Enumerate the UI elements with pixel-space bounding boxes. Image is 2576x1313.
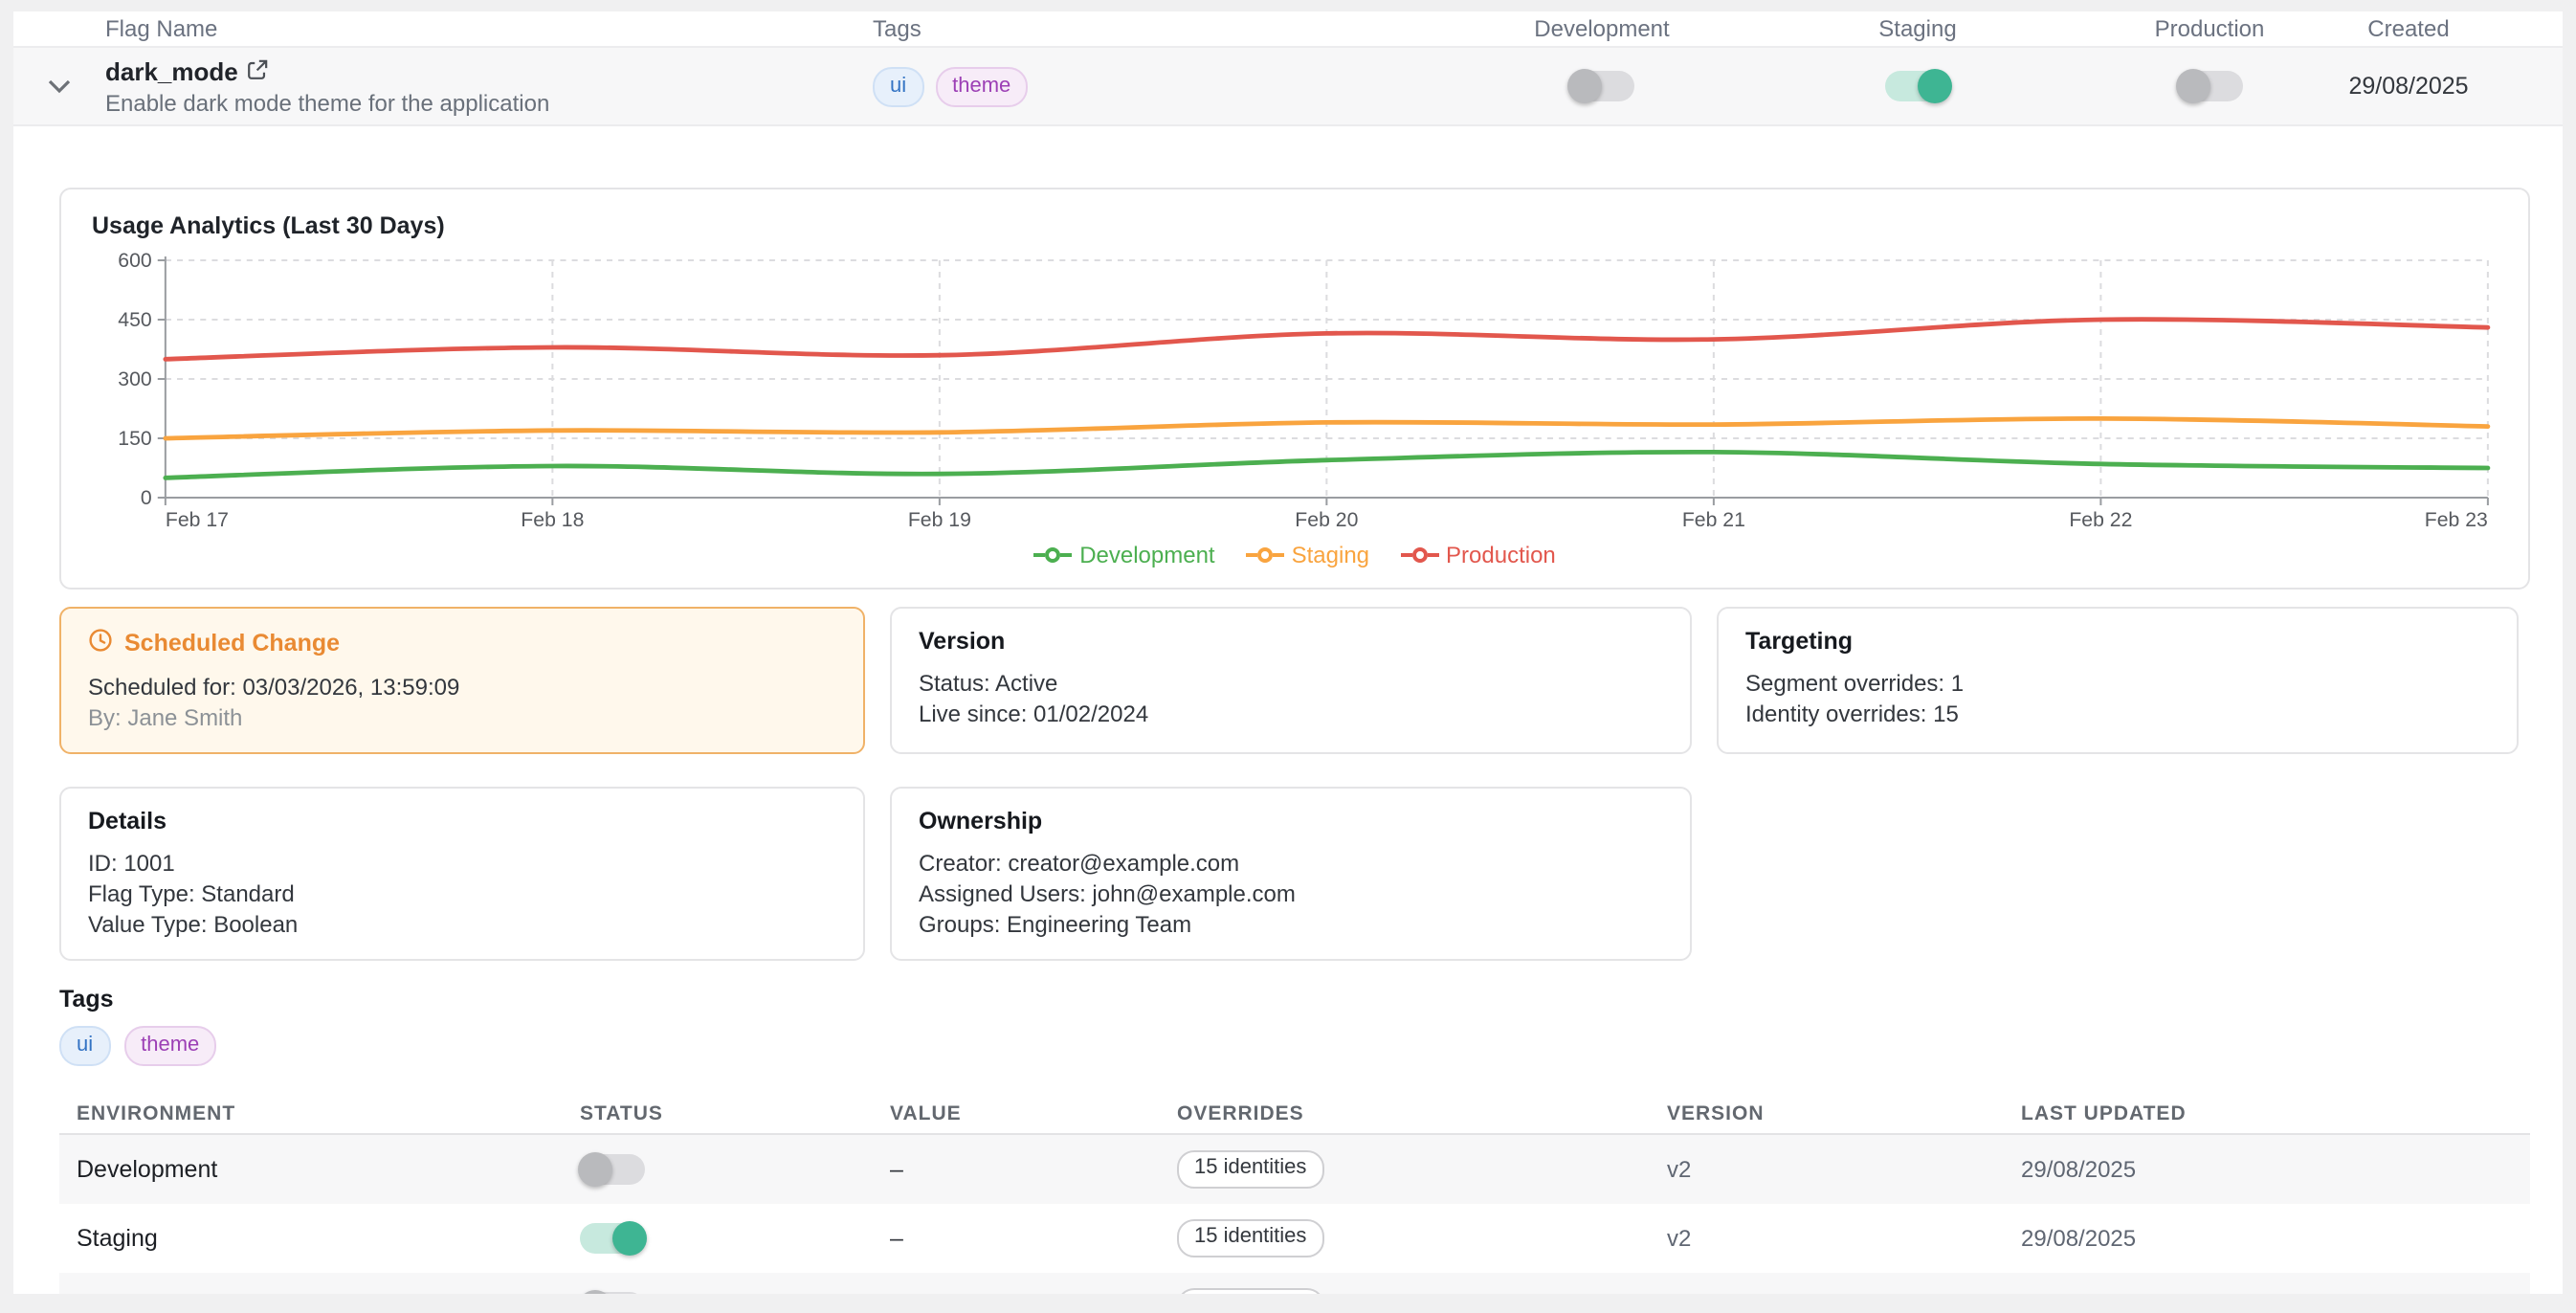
env-row-development: Development – 15 identities v2 29/08/202… bbox=[59, 1135, 2530, 1204]
flag-description: Enable dark mode theme for the applicati… bbox=[105, 89, 550, 116]
svg-text:450: 450 bbox=[118, 309, 151, 331]
identities-badge[interactable]: 15 identities bbox=[1177, 1150, 1324, 1189]
env-development-status-toggle[interactable] bbox=[578, 1152, 645, 1187]
flag-name[interactable]: dark_mode bbox=[105, 56, 238, 85]
chevron-down-icon[interactable] bbox=[48, 69, 71, 103]
legend-marker-icon bbox=[1033, 547, 1073, 563]
detail-id: ID: 1001 bbox=[88, 850, 175, 877]
targeting-card-title: Targeting bbox=[1745, 628, 1854, 655]
scheduled-change-title: Scheduled Change bbox=[124, 630, 341, 656]
legend-marker-icon bbox=[1400, 547, 1439, 563]
details-card-title: Details bbox=[88, 808, 167, 835]
created-date: 29/08/2025 bbox=[2348, 73, 2469, 100]
column-header-flag-name: Flag Name bbox=[105, 15, 218, 42]
env-header-last-updated: Last Updated bbox=[2021, 1102, 2187, 1124]
ownership-card: Ownership Creator: creator@example.com A… bbox=[890, 787, 1692, 961]
ownership-assigned-users: Assigned Users: john@example.com bbox=[919, 880, 1296, 907]
column-header-development: Development bbox=[1534, 15, 1670, 42]
segment-overrides: Segment overrides: 1 bbox=[1745, 670, 1965, 697]
flag-row-dark-mode[interactable]: dark_mode Enable dark mode theme for the… bbox=[13, 48, 2563, 126]
scheduled-change-card: Scheduled Change Scheduled for: 03/03/20… bbox=[59, 607, 865, 754]
ownership-creator: Creator: creator@example.com bbox=[919, 850, 1240, 877]
env-value: – bbox=[890, 1156, 903, 1183]
env-header-value: Value bbox=[890, 1102, 962, 1124]
legend-item-staging[interactable]: Staging bbox=[1245, 542, 1370, 568]
staging-toggle[interactable] bbox=[1885, 68, 1952, 103]
development-toggle[interactable] bbox=[1567, 68, 1634, 103]
tag-pill-theme: theme bbox=[935, 66, 1029, 106]
identity-overrides: Identity overrides: 15 bbox=[1745, 701, 1959, 727]
env-name: Development bbox=[77, 1156, 218, 1183]
env-name: Staging bbox=[77, 1225, 158, 1252]
detail-value-type: Value Type: Boolean bbox=[88, 911, 299, 938]
tags-section-title: Tags bbox=[59, 986, 114, 1013]
column-header-production: Production bbox=[2154, 15, 2265, 42]
legend-label: Production bbox=[1446, 542, 1556, 568]
identities-badge[interactable]: 15 identities bbox=[1177, 1288, 1324, 1294]
usage-line-chart: 0 150 300 450 600 Feb 17 Feb 18 Feb 19 Feb 20 Feb… bbox=[118, 251, 2491, 531]
env-version: v2 bbox=[1667, 1156, 1692, 1183]
env-production-status-toggle[interactable] bbox=[578, 1290, 645, 1294]
production-toggle[interactable] bbox=[2175, 68, 2242, 103]
env-row-production: Production – 15 identities v1 29/08/2025 bbox=[59, 1273, 2530, 1294]
env-header-version: Version bbox=[1667, 1102, 1765, 1124]
legend-item-production[interactable]: Production bbox=[1400, 542, 1556, 568]
svg-text:0: 0 bbox=[141, 487, 152, 509]
column-header-staging: Staging bbox=[1878, 15, 1957, 42]
svg-text:Feb 19: Feb 19 bbox=[908, 509, 971, 531]
legend-label: Staging bbox=[1291, 542, 1370, 568]
identities-badge[interactable]: 15 identities bbox=[1177, 1219, 1324, 1257]
env-header-overrides: Overrides bbox=[1177, 1102, 1304, 1124]
version-status: Status: Active bbox=[919, 670, 1058, 697]
svg-text:Feb 22: Feb 22 bbox=[2069, 509, 2132, 531]
scheduled-by-text: By: Jane Smith bbox=[88, 704, 243, 731]
svg-text:Feb 23: Feb 23 bbox=[2425, 509, 2488, 531]
legend-item-development[interactable]: Development bbox=[1033, 542, 1215, 568]
chart-legend: Development Staging Production bbox=[92, 538, 2498, 572]
env-version: v2 bbox=[1667, 1225, 1692, 1252]
main-panel: Flag Name Tags Development Staging Produ… bbox=[13, 11, 2563, 1294]
tag-pill-ui: ui bbox=[59, 1026, 111, 1066]
ownership-groups: Groups: Engineering Team bbox=[919, 911, 1192, 938]
environments-table: Environment Status Value Overrides Versi… bbox=[59, 1093, 2530, 1294]
flag-table-header: Flag Name Tags Development Staging Produ… bbox=[13, 11, 2563, 48]
details-card: Details ID: 1001 Flag Type: Standard Val… bbox=[59, 787, 865, 961]
svg-text:150: 150 bbox=[118, 428, 151, 450]
env-staging-status-toggle[interactable] bbox=[580, 1221, 647, 1256]
svg-text:300: 300 bbox=[118, 368, 151, 390]
external-link-icon[interactable] bbox=[248, 56, 269, 85]
chart-title: Usage Analytics (Last 30 Days) bbox=[92, 212, 445, 239]
column-header-created: Created bbox=[2367, 15, 2450, 42]
env-value: – bbox=[890, 1225, 903, 1252]
legend-marker-icon bbox=[1245, 547, 1284, 563]
env-header-environment: Environment bbox=[77, 1102, 236, 1124]
version-live-since: Live since: 01/02/2024 bbox=[919, 701, 1149, 727]
version-card-title: Version bbox=[919, 628, 1006, 655]
svg-text:Feb 20: Feb 20 bbox=[1295, 509, 1358, 531]
tags-section-pills: ui theme bbox=[59, 1026, 2530, 1066]
clock-icon bbox=[88, 628, 113, 658]
environments-table-header: Environment Status Value Overrides Versi… bbox=[59, 1093, 2530, 1135]
svg-text:Feb 18: Feb 18 bbox=[521, 509, 584, 531]
tag-pill-ui: ui bbox=[873, 66, 924, 106]
env-row-staging: Staging – 15 identities v2 29/08/2025 bbox=[59, 1204, 2530, 1273]
targeting-card: Targeting Segment overrides: 1 Identity … bbox=[1717, 607, 2519, 754]
env-header-status: Status bbox=[580, 1102, 663, 1124]
svg-text:Feb 21: Feb 21 bbox=[1682, 509, 1745, 531]
tag-pill-theme: theme bbox=[123, 1026, 217, 1066]
flag-detail-panel: Usage Analytics (Last 30 Days) 0 150 300 45… bbox=[13, 188, 2563, 1294]
env-last-updated: 29/08/2025 bbox=[2021, 1156, 2137, 1183]
ownership-card-title: Ownership bbox=[919, 808, 1043, 835]
svg-text:Feb 17: Feb 17 bbox=[166, 509, 229, 531]
usage-analytics-card: Usage Analytics (Last 30 Days) 0 150 300 45… bbox=[59, 188, 2530, 590]
scheduled-for-text: Scheduled for: 03/03/2026, 13:59:09 bbox=[88, 674, 460, 701]
legend-label: Development bbox=[1079, 542, 1215, 568]
version-card: Version Status: Active Live since: 01/02… bbox=[890, 607, 1692, 754]
env-last-updated: 29/08/2025 bbox=[2021, 1225, 2137, 1252]
column-header-tags: Tags bbox=[873, 15, 922, 42]
svg-text:600: 600 bbox=[118, 251, 151, 272]
detail-flag-type: Flag Type: Standard bbox=[88, 880, 295, 907]
